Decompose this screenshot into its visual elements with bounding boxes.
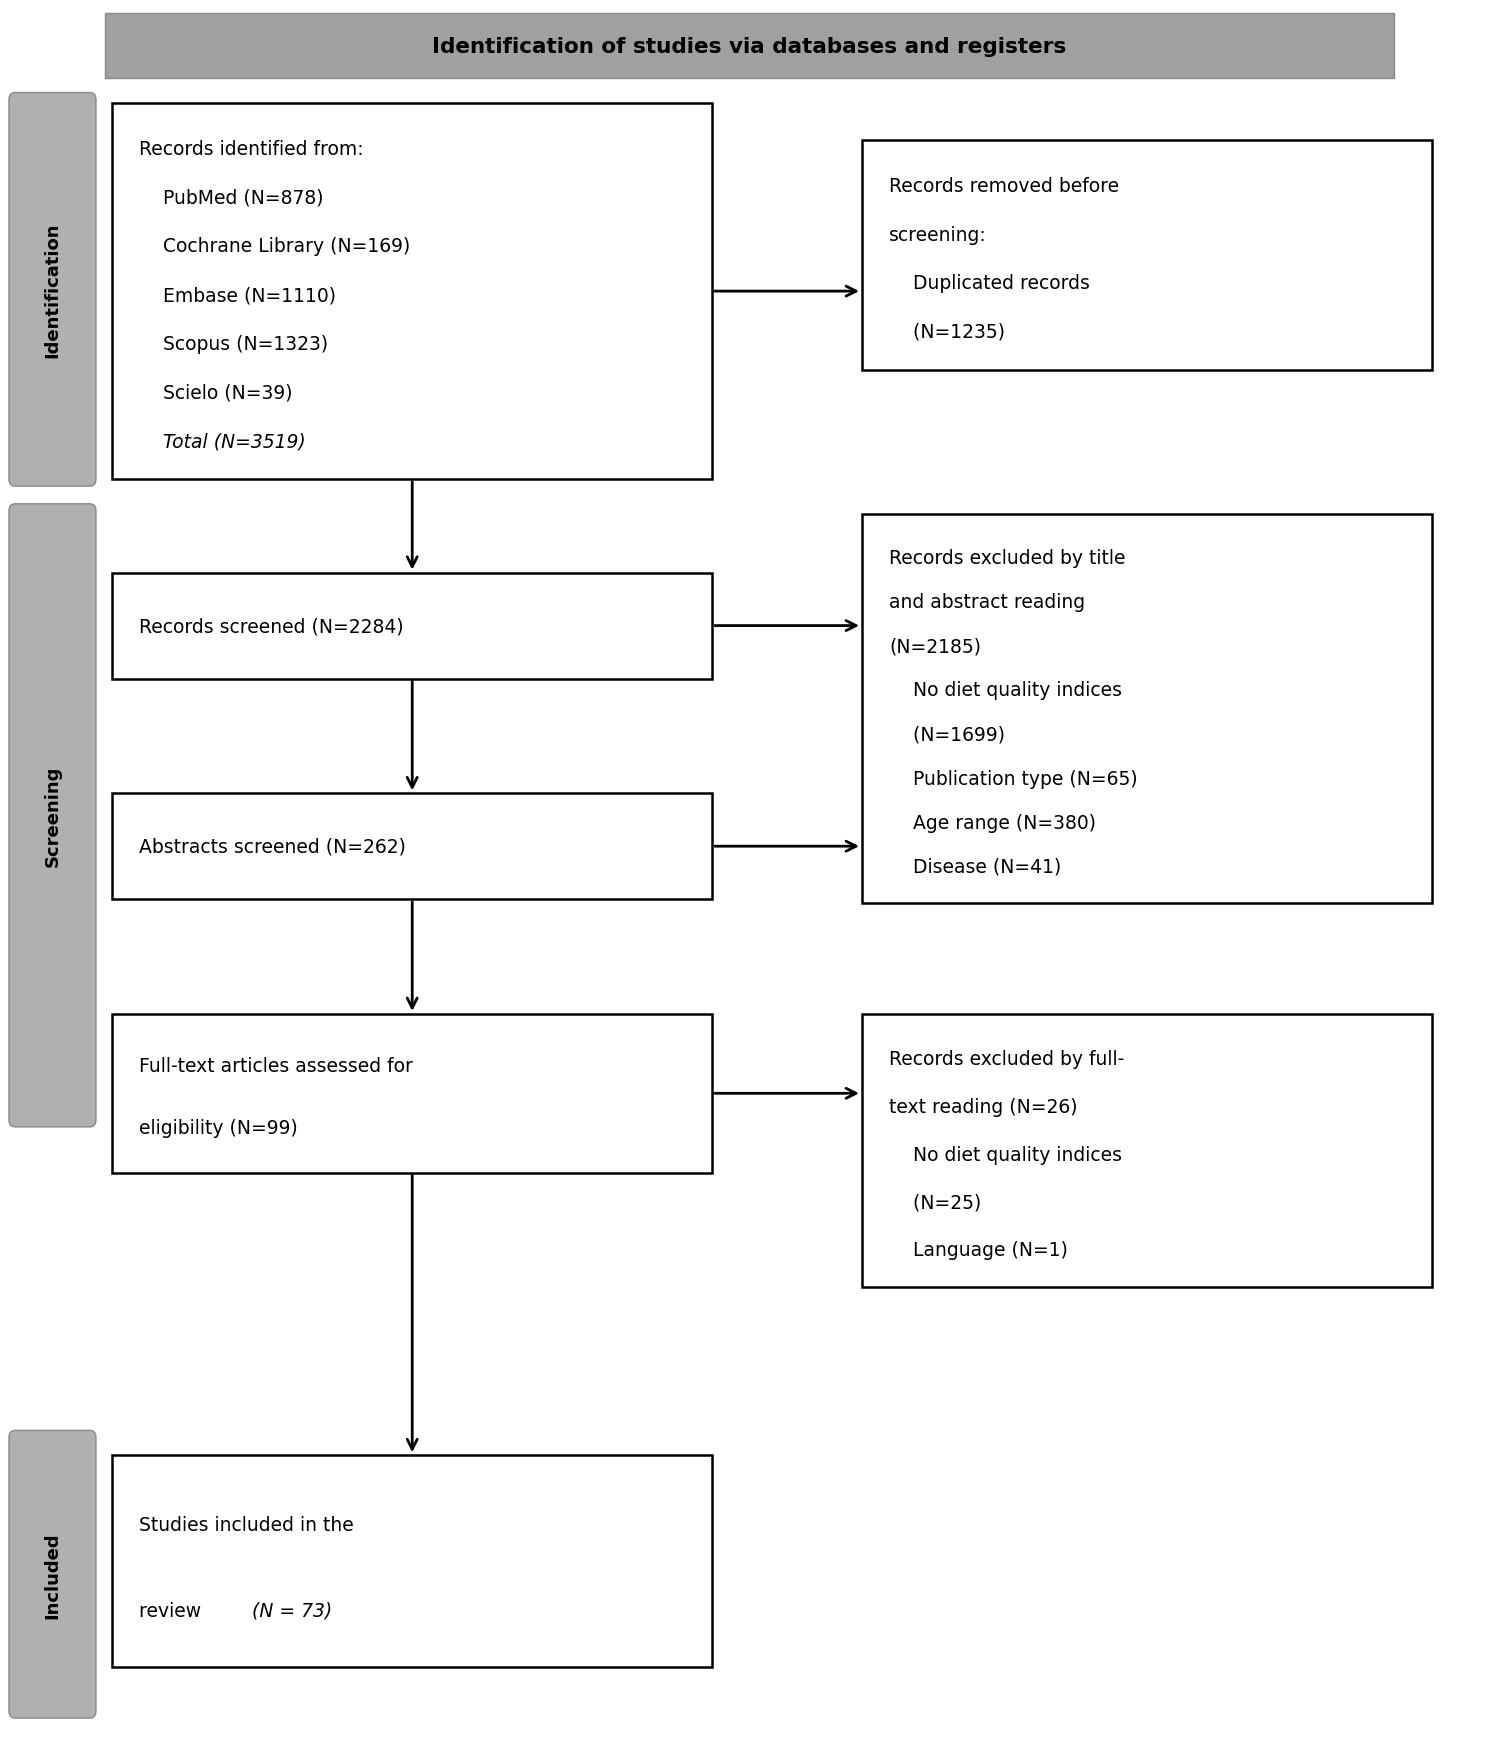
FancyBboxPatch shape <box>112 1455 712 1667</box>
Text: Disease (N=41): Disease (N=41) <box>889 857 1061 877</box>
Text: No diet quality indices: No diet quality indices <box>889 681 1121 700</box>
Text: Abstracts screened (N=262): Abstracts screened (N=262) <box>139 838 406 856</box>
Text: (N=1235): (N=1235) <box>889 323 1004 342</box>
FancyBboxPatch shape <box>105 14 1394 79</box>
FancyBboxPatch shape <box>112 794 712 900</box>
Text: (N = 73): (N = 73) <box>252 1600 333 1619</box>
Text: Records excluded by full-: Records excluded by full- <box>889 1050 1124 1069</box>
Text: (N=2185): (N=2185) <box>889 637 980 656</box>
Text: No diet quality indices: No diet quality indices <box>889 1145 1121 1164</box>
Text: Records identified from:: Records identified from: <box>139 139 364 159</box>
Text: review: review <box>139 1600 207 1619</box>
Text: Records removed before: Records removed before <box>889 176 1120 196</box>
Text: Language (N=1): Language (N=1) <box>889 1240 1067 1259</box>
FancyBboxPatch shape <box>9 505 96 1127</box>
Text: screening:: screening: <box>889 226 986 245</box>
Text: Records excluded by title: Records excluded by title <box>889 549 1126 568</box>
Text: Records screened (N=2284): Records screened (N=2284) <box>139 617 405 635</box>
Text: (N=1699): (N=1699) <box>889 725 1004 744</box>
Text: Embase (N=1110): Embase (N=1110) <box>139 286 336 305</box>
Text: PubMed (N=878): PubMed (N=878) <box>139 189 324 208</box>
Text: Scielo (N=39): Scielo (N=39) <box>139 383 292 402</box>
Text: and abstract reading: and abstract reading <box>889 593 1085 612</box>
Text: Full-text articles assessed for: Full-text articles assessed for <box>139 1057 414 1076</box>
Text: Cochrane Library (N=169): Cochrane Library (N=169) <box>139 238 411 256</box>
Text: Publication type (N=65): Publication type (N=65) <box>889 769 1138 789</box>
Text: Included: Included <box>43 1531 61 1618</box>
FancyBboxPatch shape <box>862 515 1432 903</box>
Text: Screening: Screening <box>43 766 61 866</box>
Text: Scopus (N=1323): Scopus (N=1323) <box>139 335 328 353</box>
FancyBboxPatch shape <box>862 1014 1432 1288</box>
Text: Duplicated records: Duplicated records <box>889 273 1090 293</box>
FancyBboxPatch shape <box>9 93 96 487</box>
FancyBboxPatch shape <box>112 104 712 480</box>
Text: Identification: Identification <box>43 222 61 358</box>
Text: Identification of studies via databases and registers: Identification of studies via databases … <box>432 37 1067 56</box>
Text: (N=25): (N=25) <box>889 1192 982 1212</box>
FancyBboxPatch shape <box>862 141 1432 370</box>
FancyBboxPatch shape <box>9 1431 96 1718</box>
Text: text reading (N=26): text reading (N=26) <box>889 1097 1078 1117</box>
FancyBboxPatch shape <box>112 573 712 679</box>
Text: Age range (N=380): Age range (N=380) <box>889 813 1096 833</box>
FancyBboxPatch shape <box>112 1014 712 1173</box>
Text: eligibility (N=99): eligibility (N=99) <box>139 1118 298 1138</box>
Text: Studies included in the: Studies included in the <box>139 1515 354 1535</box>
Text: Total (N=3519): Total (N=3519) <box>139 432 306 452</box>
